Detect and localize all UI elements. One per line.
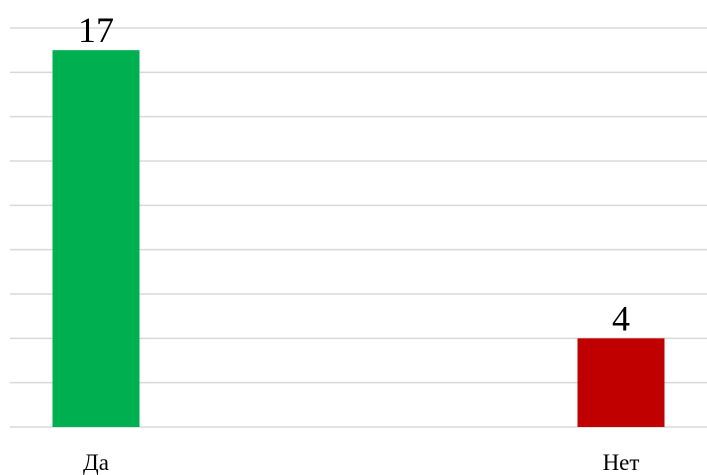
bar: [52, 50, 140, 428]
bar: [577, 338, 665, 427]
x-tick-label: Да: [83, 450, 109, 475]
data-label: 4: [612, 298, 630, 338]
data-label: 17: [78, 10, 114, 50]
x-tick-label: Нет: [603, 450, 640, 475]
